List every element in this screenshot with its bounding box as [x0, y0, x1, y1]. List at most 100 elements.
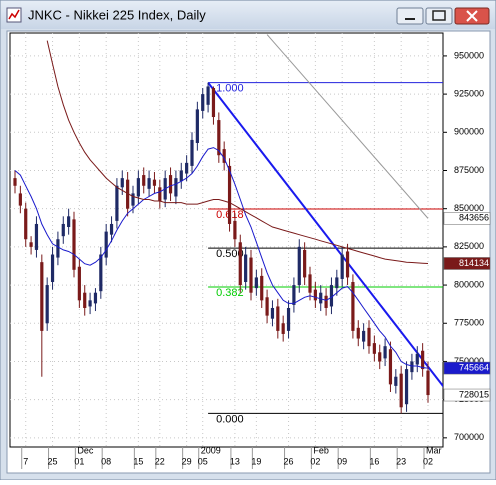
grid: [10, 33, 443, 447]
candle-body: [147, 178, 151, 189]
maximize-glyph: [432, 10, 446, 21]
candle-body: [329, 285, 334, 307]
x-tick-label: 15: [133, 456, 143, 466]
candle-body: [201, 94, 205, 111]
y-tick-label: 900000: [454, 127, 484, 137]
window-icon-glyph: [8, 9, 20, 20]
candle-body: [297, 246, 301, 286]
candle-body: [115, 185, 119, 221]
candle-body: [88, 300, 92, 307]
price-label-box: [443, 257, 491, 270]
candle-body: [99, 254, 103, 292]
candle-body: [286, 307, 291, 331]
close-glyph: [466, 10, 478, 22]
candle-body: [238, 242, 242, 286]
candle-body: [388, 349, 393, 385]
candle-body: [179, 170, 183, 182]
x-tick-label: 05: [198, 456, 208, 466]
candle-body: [265, 297, 269, 316]
x-tick-label: 26: [284, 456, 294, 466]
minimize-button[interactable]: [396, 7, 424, 25]
candle-body: [50, 254, 55, 283]
candle-body: [24, 208, 28, 240]
y-tick-label: 775000: [454, 318, 484, 328]
candle-body: [195, 109, 199, 143]
indicator-line: [46, 40, 429, 264]
candle-body: [249, 257, 253, 293]
candle-body: [83, 292, 87, 308]
x-month-label: Feb: [313, 445, 329, 455]
candle-body: [292, 285, 296, 305]
y-tick-label: 875000: [454, 165, 484, 175]
candle-body: [142, 175, 146, 186]
candle-body: [335, 277, 339, 289]
y-tick-label: 950000: [454, 50, 484, 60]
candle-body: [254, 277, 258, 289]
candle-body: [131, 193, 135, 206]
x-tick-label: 25: [48, 456, 58, 466]
y-tick-label: 700000: [454, 432, 484, 442]
candle-body: [190, 139, 194, 166]
fib-label: 0.382: [216, 287, 244, 299]
plot-area: [9, 32, 444, 448]
candle-body: [126, 179, 130, 209]
candle-body: [383, 346, 387, 359]
candle-body: [356, 327, 360, 339]
x-tick-label: 16: [369, 456, 379, 466]
price-label: 745664: [459, 362, 489, 372]
candle-body: [233, 220, 237, 240]
x-month-label: Mar: [426, 445, 442, 455]
x-tick-label: 19: [251, 456, 261, 466]
indicator-line: [14, 147, 429, 369]
candle-body: [120, 178, 124, 188]
trend-line: [266, 34, 429, 219]
fib-label: 0.000: [216, 413, 244, 425]
candle-body: [227, 165, 232, 224]
candle-body: [421, 350, 425, 370]
candle-body: [351, 282, 355, 331]
x-tick-label: 02: [423, 456, 433, 466]
candle-body: [260, 275, 264, 301]
candle-body: [308, 274, 312, 293]
candle-body: [206, 86, 210, 105]
candle-body: [319, 292, 323, 304]
x-tick-label: 01: [74, 456, 84, 466]
candle-body: [67, 216, 71, 228]
candle-body: [18, 193, 22, 206]
candle-body: [378, 352, 382, 362]
x-month-label: 2009: [201, 445, 221, 455]
candle-body: [217, 120, 221, 156]
candle-body: [324, 295, 328, 308]
y-tick-label: 800000: [454, 279, 484, 289]
price-label: 843656: [459, 213, 489, 223]
x-month-label: Dec: [77, 445, 94, 455]
candle-body: [303, 249, 307, 278]
candle-body: [152, 179, 157, 186]
candle-body: [340, 254, 344, 279]
x-tick-label: 09: [337, 456, 347, 466]
candle-body: [77, 266, 81, 301]
candle-body: [56, 239, 60, 258]
candle-body: [40, 262, 44, 331]
candle-body: [367, 327, 371, 347]
x-tick-label: 7: [23, 456, 28, 466]
window-buttons: [396, 7, 490, 25]
candle-body: [394, 376, 398, 386]
candle-body: [404, 369, 409, 405]
y-tick-label: 825000: [454, 241, 484, 251]
trend-line: [207, 82, 443, 388]
candle-body: [313, 289, 317, 301]
candle-body: [72, 219, 76, 270]
candle-body: [244, 254, 248, 283]
price-label: 814134: [459, 258, 489, 268]
window-title: JNKC - Nikkei 225 Index, Daily: [28, 7, 206, 22]
candle-body: [415, 353, 419, 365]
price-label-box: [443, 388, 491, 402]
candle-body: [174, 178, 178, 197]
y-tick-label: 925000: [454, 88, 484, 98]
candle-body: [104, 231, 108, 258]
candle-body: [362, 330, 366, 342]
candle-body: [399, 373, 403, 408]
candle-body: [136, 178, 140, 197]
y-tick-label: 850000: [454, 203, 484, 213]
